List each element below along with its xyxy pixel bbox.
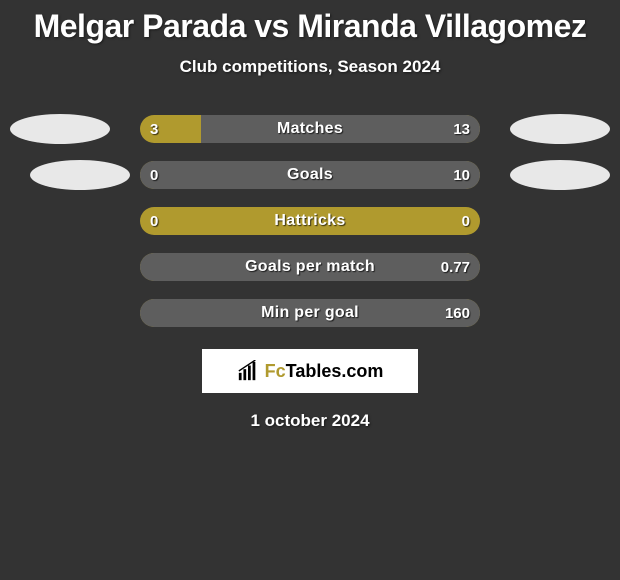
- stat-bar-track: 010Goals: [140, 161, 480, 189]
- stat-row: 0.77Goals per match: [0, 253, 620, 281]
- subtitle: Club competitions, Season 2024: [0, 57, 620, 77]
- stat-bar-fill: [140, 161, 480, 189]
- stat-label: Hattricks: [140, 207, 480, 235]
- logo-prefix: Fc: [265, 361, 286, 381]
- logo-text: FcTables.com: [265, 361, 384, 382]
- player-marker-right: [510, 160, 610, 190]
- comparison-card: Melgar Parada vs Miranda Villagomez Club…: [0, 0, 620, 580]
- stats-area: 313Matches 010Goals 0 0Hattricks 0.77Goals p…: [0, 115, 620, 327]
- stat-row: 010Goals: [0, 161, 620, 189]
- stat-bar-track: 313Matches: [140, 115, 480, 143]
- stat-bar-track: 0 0Hattricks: [140, 207, 480, 235]
- stat-row: 313Matches: [0, 115, 620, 143]
- stat-value-right: 0: [462, 207, 470, 235]
- player-marker-right: [510, 114, 610, 144]
- stat-row: 0 0Hattricks: [0, 207, 620, 235]
- stat-bar-track: 0.77Goals per match: [140, 253, 480, 281]
- date-line: 1 october 2024: [0, 411, 620, 431]
- stat-row: 160Min per goal: [0, 299, 620, 327]
- logo-suffix: Tables.com: [286, 361, 384, 381]
- stat-value-left: 3: [150, 115, 158, 143]
- stat-value-left: 0: [150, 207, 158, 235]
- stat-bar-track: 160Min per goal: [140, 299, 480, 327]
- logo-box[interactable]: FcTables.com: [202, 349, 418, 393]
- player-marker-left: [10, 114, 110, 144]
- page-title: Melgar Parada vs Miranda Villagomez: [0, 0, 620, 45]
- stat-bar-fill: [140, 253, 480, 281]
- player-marker-left: [30, 160, 130, 190]
- stat-bar-fill: [201, 115, 480, 143]
- stat-bar-fill: [140, 299, 480, 327]
- chart-icon: [237, 360, 259, 382]
